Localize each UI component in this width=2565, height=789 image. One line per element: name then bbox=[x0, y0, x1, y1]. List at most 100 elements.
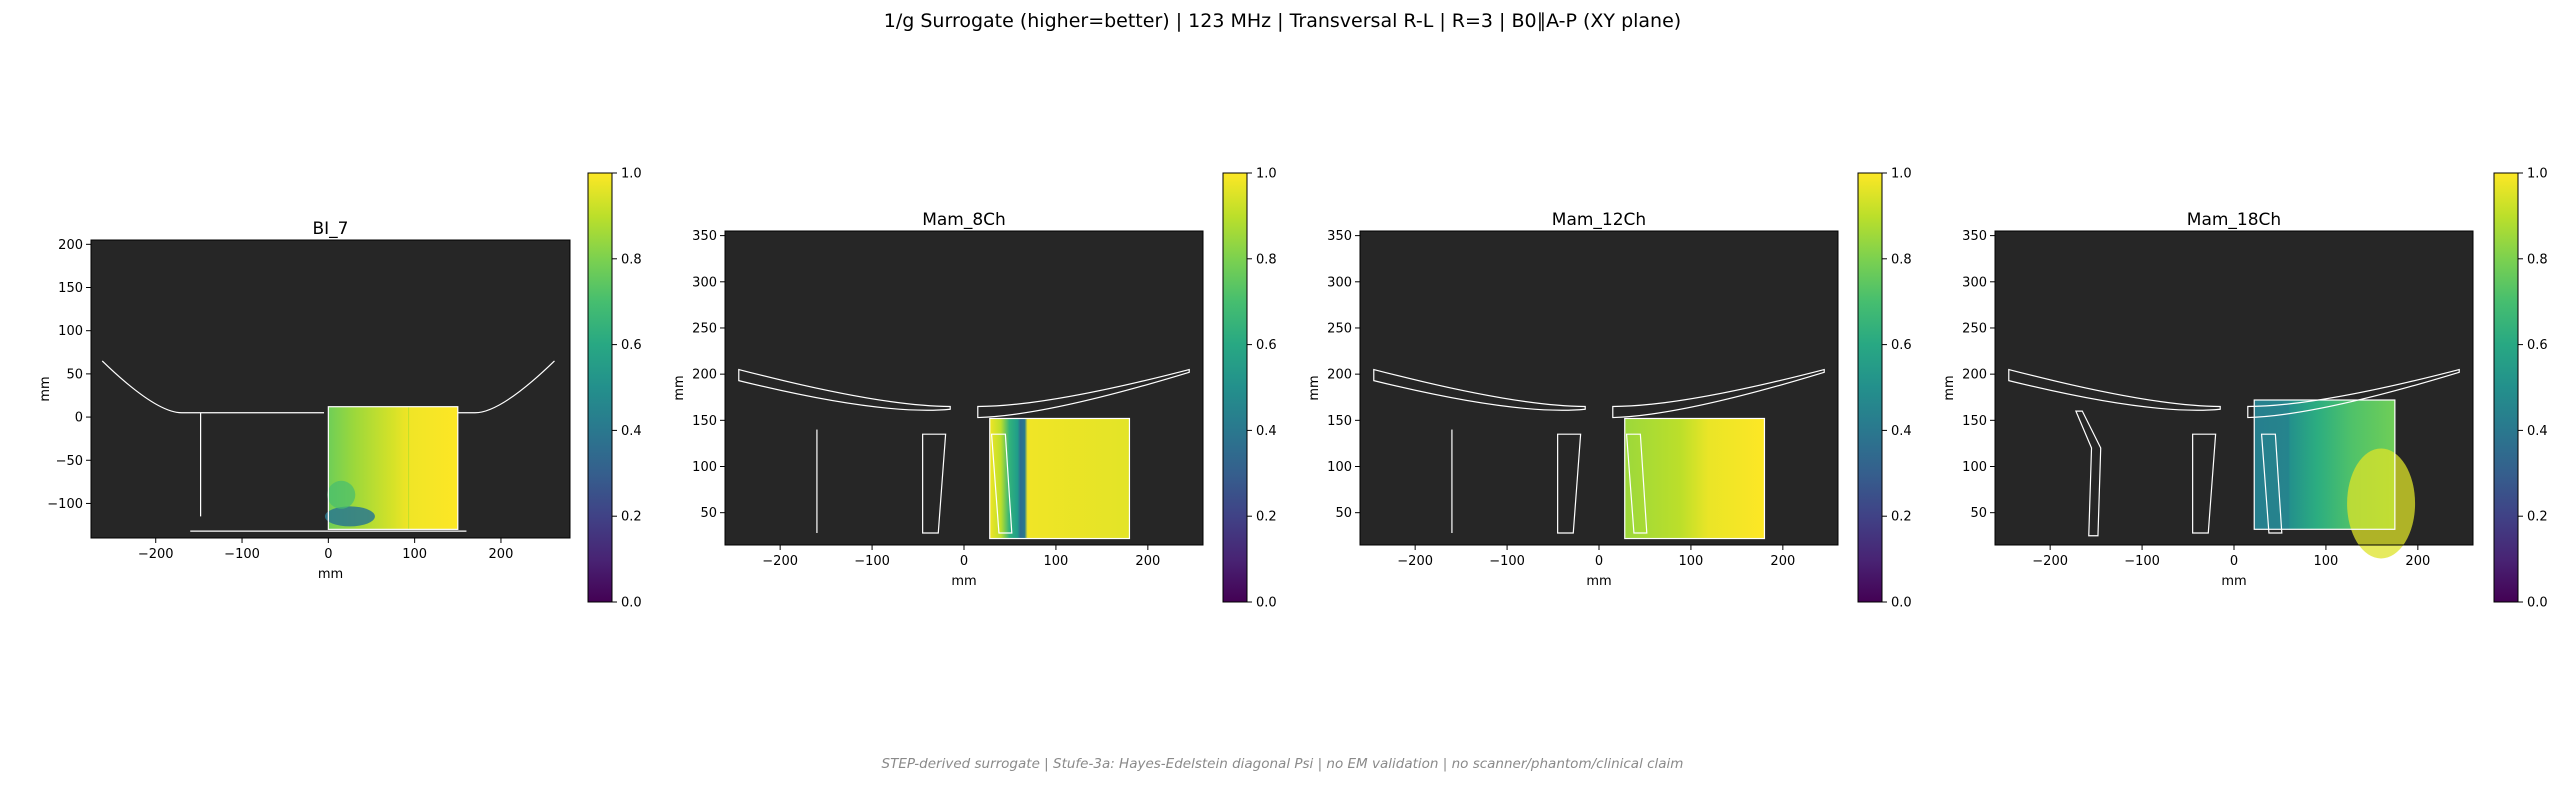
y-tick-label: 250 bbox=[1962, 321, 1987, 336]
y-tick-label: 150 bbox=[692, 414, 717, 429]
colorbar-tick-label: 0.4 bbox=[621, 424, 642, 439]
x-tick-label: 100 bbox=[1679, 554, 1704, 569]
y-tick-label: 50 bbox=[66, 367, 83, 382]
heatmap-field bbox=[1624, 418, 1765, 539]
heatmap-high-region bbox=[2347, 448, 2416, 559]
x-axis-label: mm bbox=[951, 574, 976, 589]
coil-outline-right bbox=[457, 360, 555, 414]
colorbar-tick-label: 0.4 bbox=[1256, 424, 1277, 439]
y-tick-label: 200 bbox=[1327, 368, 1352, 383]
plot-area bbox=[725, 231, 1203, 545]
support-shell-right bbox=[1612, 368, 1825, 419]
x-axis-label: mm bbox=[318, 567, 343, 582]
coil-element-inner-right bbox=[990, 433, 1013, 534]
colorbar-tick-label: 0.4 bbox=[1891, 424, 1912, 439]
x-tick-label: −100 bbox=[2124, 554, 2160, 569]
panel-title: BI_7 bbox=[313, 219, 349, 239]
colorbar bbox=[587, 172, 613, 603]
y-tick-label: −50 bbox=[56, 454, 83, 469]
colorbar-tick-label: 0.6 bbox=[1256, 338, 1277, 353]
colorbar-tick-label: 0.0 bbox=[1891, 596, 1912, 611]
colorbar-tick-label: 0.2 bbox=[1891, 510, 1912, 525]
y-tick-label: 150 bbox=[58, 281, 83, 296]
colorbar bbox=[2493, 172, 2519, 603]
roi-outline bbox=[2253, 399, 2396, 530]
y-tick-label: 200 bbox=[58, 238, 83, 253]
coil-element-inner-left bbox=[1557, 433, 1582, 534]
coil-element-inner-right bbox=[2260, 433, 2283, 534]
heatmap-field bbox=[989, 418, 1130, 539]
colorbar-tick-label: 0.8 bbox=[621, 252, 642, 267]
coil-element-inner-left bbox=[2192, 433, 2217, 534]
colorbar-tick-label: 0.2 bbox=[621, 510, 642, 525]
y-axis-label: mm bbox=[38, 376, 53, 401]
y-tick-label: 150 bbox=[1962, 414, 1987, 429]
x-tick-label: −100 bbox=[1489, 554, 1525, 569]
panel-mam-12ch: −200 −100 0 100 200 50 100 150 200 250 300 350 Mam_1… bbox=[1307, 167, 1912, 611]
x-tick-label: −200 bbox=[1397, 554, 1433, 569]
x-tick-label: −200 bbox=[762, 554, 798, 569]
x-axis-label: mm bbox=[2221, 574, 2246, 589]
x-tick-label: 0 bbox=[324, 547, 332, 562]
colorbar-tick-label: 0.2 bbox=[2527, 510, 2548, 525]
colorbar-tick-label: 0.8 bbox=[1256, 252, 1277, 267]
y-tick-label: 300 bbox=[1327, 275, 1352, 290]
x-tick-label: 200 bbox=[2405, 554, 2430, 569]
y-tick-label: 50 bbox=[700, 506, 717, 521]
y-tick-label: 250 bbox=[692, 321, 717, 336]
x-tick-label: 0 bbox=[2230, 554, 2238, 569]
y-tick-label: 0 bbox=[75, 411, 83, 426]
y-tick-label: 300 bbox=[1962, 275, 1987, 290]
y-tick-label: −100 bbox=[47, 497, 83, 512]
support-shell-left bbox=[2008, 368, 2221, 411]
y-tick-label: 350 bbox=[1327, 229, 1352, 244]
x-tick-label: 200 bbox=[1135, 554, 1160, 569]
y-axis-label: mm bbox=[1307, 375, 1322, 400]
panel-title: Mam_8Ch bbox=[922, 210, 1006, 230]
x-tick-label: 100 bbox=[2314, 554, 2339, 569]
x-tick-label: −100 bbox=[854, 554, 890, 569]
support-shell-left bbox=[1373, 368, 1586, 411]
y-tick-label: 200 bbox=[1962, 368, 1987, 383]
x-tick-label: 0 bbox=[960, 554, 968, 569]
axes-frame bbox=[90, 239, 571, 539]
y-tick-label: 150 bbox=[1327, 414, 1352, 429]
roi-outline bbox=[1624, 417, 1766, 540]
x-tick-label: 200 bbox=[489, 547, 514, 562]
support-shell-right bbox=[2247, 368, 2460, 419]
support-shell-right bbox=[977, 368, 1190, 419]
colorbar-tick-label: 0.6 bbox=[1891, 338, 1912, 353]
y-axis-label: mm bbox=[1942, 375, 1957, 400]
x-tick-label: −200 bbox=[138, 547, 174, 562]
x-tick-label: 200 bbox=[1770, 554, 1795, 569]
heatmap-mid-region bbox=[327, 480, 356, 509]
coil-outline-left bbox=[101, 360, 325, 414]
x-tick-label: 100 bbox=[1044, 554, 1069, 569]
heatmap-low-region bbox=[324, 506, 375, 527]
panel-title: Mam_12Ch bbox=[1552, 210, 1646, 230]
colorbar-tick-label: 0.6 bbox=[2527, 338, 2548, 353]
colorbar-tick-label: 0.8 bbox=[2527, 252, 2548, 267]
y-tick-label: 300 bbox=[692, 275, 717, 290]
colorbar-tick-label: 0.0 bbox=[621, 596, 642, 611]
colorbar-tick-label: 0.4 bbox=[2527, 424, 2548, 439]
colorbar-tick-label: 0.0 bbox=[2527, 596, 2548, 611]
y-tick-label: 100 bbox=[1327, 460, 1352, 475]
heatmap-low-region bbox=[2254, 400, 2290, 530]
y-tick-label: 200 bbox=[692, 368, 717, 383]
coil-element-left bbox=[2074, 410, 2102, 537]
coil-element-inner-right bbox=[1625, 433, 1648, 534]
colorbar-tick-label: 1.0 bbox=[1891, 167, 1912, 182]
panel-title: Mam_18Ch bbox=[2187, 210, 2281, 230]
x-tick-label: 0 bbox=[1595, 554, 1603, 569]
y-tick-label: 100 bbox=[58, 324, 83, 339]
colorbar-tick-label: 0.0 bbox=[1256, 596, 1277, 611]
colorbar-tick-label: 1.0 bbox=[1256, 167, 1277, 182]
y-tick-label: 250 bbox=[1327, 321, 1352, 336]
colorbar-tick-label: 1.0 bbox=[621, 167, 642, 182]
figure-title: 1/g Surrogate (higher=better) | 123 MHz … bbox=[883, 10, 1682, 32]
y-tick-label: 350 bbox=[692, 229, 717, 244]
panel-mam-8ch: −200 −100 0 100 200 50 100 150 200 250 300 350 Mam_8… bbox=[672, 167, 1277, 611]
roi-outline bbox=[989, 417, 1131, 540]
